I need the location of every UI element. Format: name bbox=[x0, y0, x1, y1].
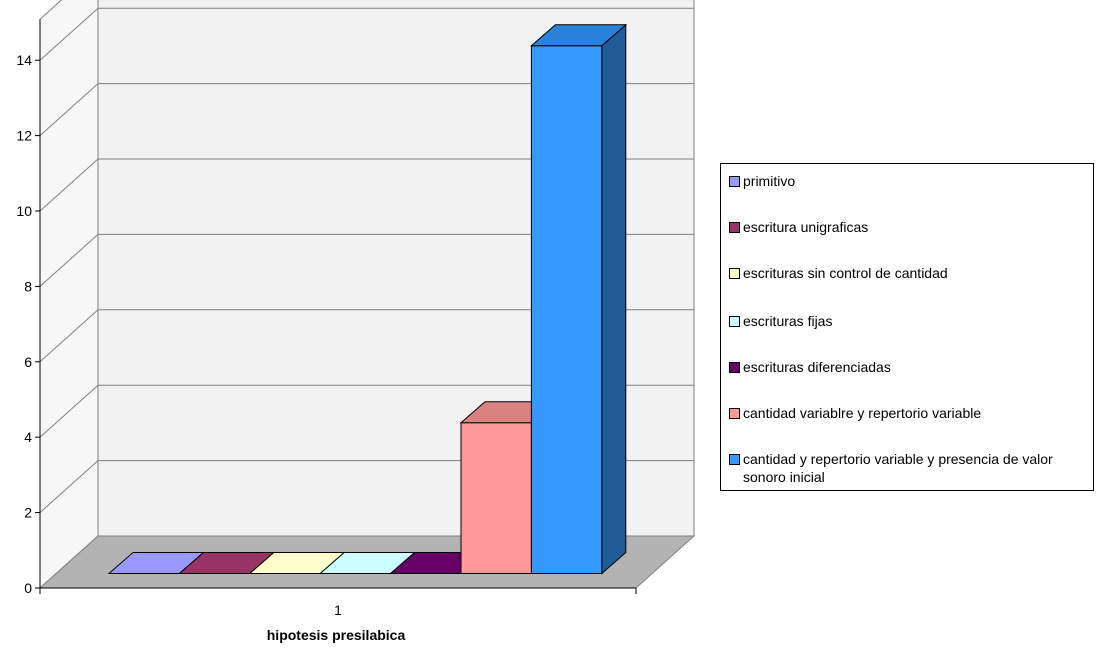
bar-side-7 bbox=[601, 23, 627, 575]
gridline-10 bbox=[39, 158, 694, 212]
gridline-6 bbox=[39, 309, 694, 363]
y-tick-label-10: 10 bbox=[16, 203, 32, 219]
legend-swatch-3 bbox=[729, 268, 740, 279]
bar-7 bbox=[530, 23, 628, 575]
legend-label-5: escrituras diferenciadas bbox=[743, 359, 891, 375]
legend-item-3: escrituras sin control de cantidad bbox=[729, 264, 1085, 282]
legend: primitivo escritura unigraficas escrituras… bbox=[720, 163, 1094, 491]
gridline-14 bbox=[39, 7, 694, 61]
bar-front-6 bbox=[460, 422, 532, 575]
legend-label-4: escrituras fijas bbox=[743, 313, 833, 329]
legend-swatch-2 bbox=[729, 222, 740, 233]
legend-label-1: primitivo bbox=[743, 173, 796, 189]
legend-label-3: escrituras sin control de cantidad bbox=[743, 265, 948, 281]
legend-item-4: escrituras fijas bbox=[729, 312, 1085, 330]
y-tick-label-12: 12 bbox=[16, 128, 32, 144]
gridline-12 bbox=[39, 83, 694, 136]
legend-item-6: cantidad variablre y repertorio variable bbox=[729, 404, 1085, 422]
legend-label-7: cantidad y repertorio variable y presenc… bbox=[743, 451, 1053, 485]
y-tick-label-8: 8 bbox=[24, 278, 32, 294]
legend-swatch-1 bbox=[729, 176, 740, 187]
legend-swatch-7 bbox=[729, 454, 740, 465]
gridline-4 bbox=[39, 384, 694, 438]
x-tick-label: 1 bbox=[334, 602, 342, 618]
legend-label-6: cantidad variablre y repertorio variable bbox=[743, 405, 982, 421]
y-tick-label-4: 4 bbox=[24, 429, 32, 445]
side-wall bbox=[39, 0, 99, 590]
bar-top-7 bbox=[530, 24, 628, 47]
legend-swatch-4 bbox=[729, 316, 740, 327]
y-tick-label-14: 14 bbox=[16, 52, 32, 68]
x-axis-title: hipotesis presilabica bbox=[266, 627, 406, 643]
bar-front-7 bbox=[530, 45, 603, 574]
legend-item-2: escritura unigraficas bbox=[729, 218, 1085, 236]
legend-item-7: cantidad y repertorio variable y presenc… bbox=[729, 450, 1085, 486]
legend-item-1: primitivo bbox=[729, 172, 1085, 190]
y-tick-label-6: 6 bbox=[24, 354, 32, 370]
gridline-8 bbox=[39, 233, 694, 287]
y-tick-label-0: 0 bbox=[24, 580, 32, 596]
legend-swatch-5 bbox=[729, 362, 740, 373]
legend-label-2: escritura unigraficas bbox=[743, 219, 869, 235]
legend-swatch-6 bbox=[729, 408, 740, 419]
y-tick-label-2: 2 bbox=[24, 505, 32, 521]
legend-item-5: escrituras diferenciadas bbox=[729, 358, 1085, 376]
